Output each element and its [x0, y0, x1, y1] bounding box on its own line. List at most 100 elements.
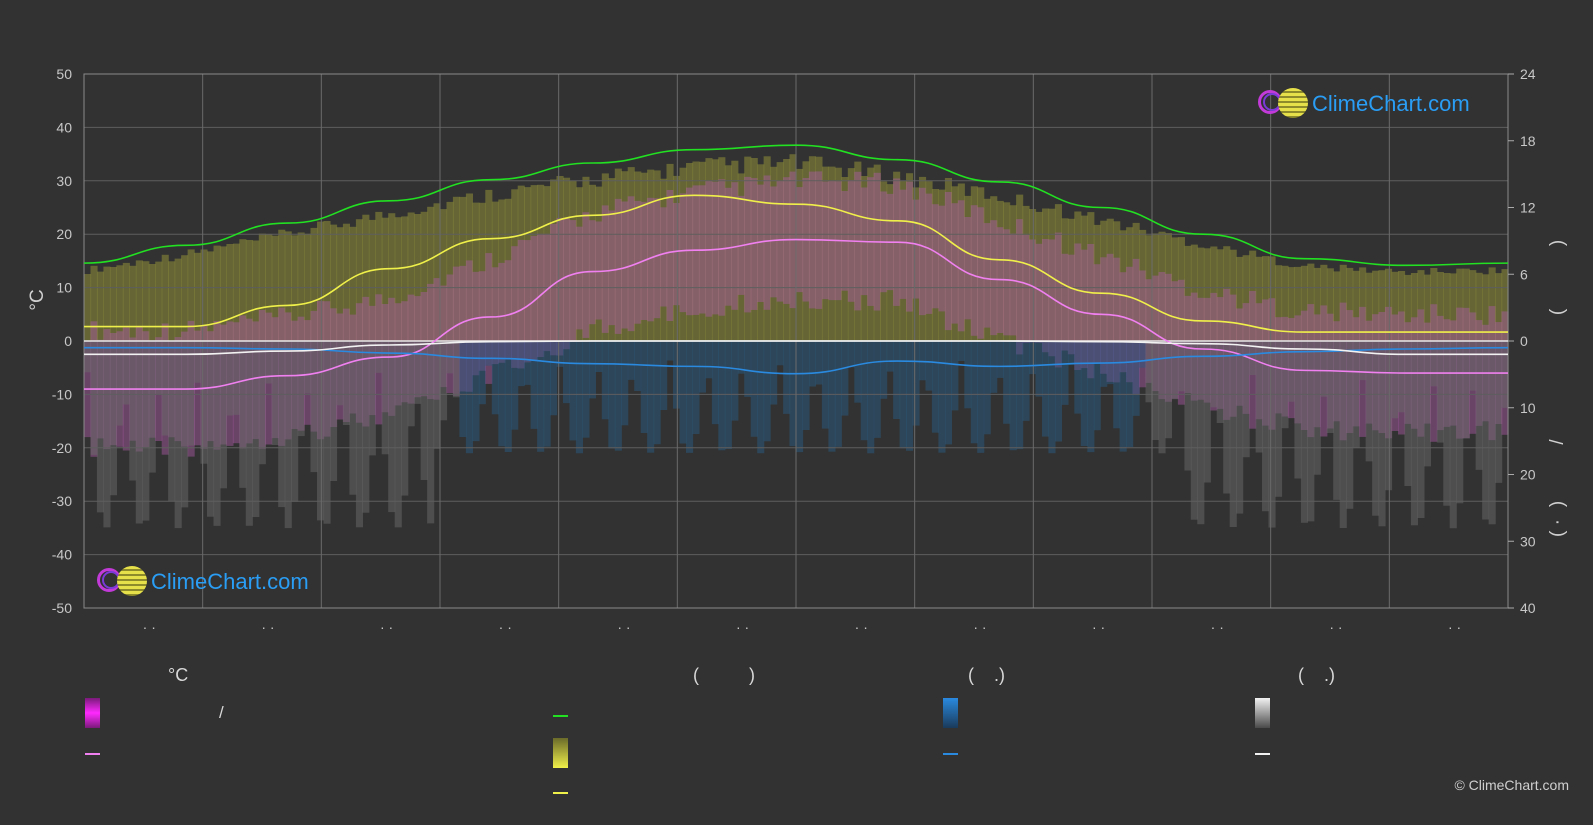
- precipitation-band-bar: [1145, 341, 1153, 403]
- precipitation-band-bar: [323, 341, 331, 524]
- temperature-band-bar: [478, 271, 486, 371]
- daylight-band-bar: [828, 166, 836, 341]
- temperature-band-bar: [899, 189, 907, 299]
- daylight-band-bar: [278, 229, 286, 341]
- climechart-logo-top[interactable]: ClimeChart.com: [1258, 88, 1470, 120]
- precipitation-band-bar: [763, 341, 771, 442]
- precipitation-band-bar: [640, 341, 648, 433]
- precipitation-band-bar: [1462, 341, 1470, 439]
- precipitation-band-bar: [1242, 341, 1250, 458]
- temperature-band-bar: [1132, 258, 1140, 395]
- daylight-band-bar: [90, 265, 98, 341]
- daylight-band-bar: [1326, 268, 1334, 341]
- precipitation-band-bar: [1333, 341, 1341, 500]
- daylight-band-bar: [1229, 249, 1237, 341]
- precipitation-band-bar: [440, 341, 448, 421]
- daylight-band-bar: [990, 196, 998, 341]
- right-axis-tick-label: 12: [1520, 200, 1536, 216]
- precipitation-band-bar: [588, 341, 596, 399]
- daylight-band-bar: [724, 165, 732, 341]
- temperature-band-bar: [673, 203, 681, 306]
- legend-swatch-rain: [943, 698, 958, 728]
- temperature-band-bar: [1145, 279, 1153, 383]
- temperature-band-bar: [925, 193, 933, 314]
- precipitation-band-bar: [1307, 341, 1315, 522]
- temperature-band-bar: [194, 330, 202, 446]
- precipitation-band-bar: [1203, 341, 1211, 483]
- precipitation-band-bar: [543, 341, 551, 447]
- precipitation-band-bar: [1003, 341, 1011, 424]
- precipitation-band-bar: [491, 341, 499, 415]
- precipitation-band-bar: [1016, 341, 1024, 450]
- temperature-band-bar: [485, 253, 493, 384]
- daylight-band-bar: [239, 239, 247, 341]
- precipitation-band-bar: [556, 341, 564, 367]
- legend-swatch-snow-mean: [1255, 753, 1270, 755]
- daylight-band-bar: [394, 217, 402, 341]
- precipitation-band-bar: [634, 341, 642, 391]
- precipitation-band-bar: [1042, 341, 1050, 437]
- daylight-band-bar: [750, 158, 758, 341]
- temperature-band-bar: [660, 207, 668, 307]
- precipitation-band-bar: [213, 341, 221, 526]
- daylight-band-bar: [1171, 237, 1179, 341]
- daylight-band-bar: [401, 216, 409, 341]
- daylight-band-bar: [834, 167, 842, 341]
- precipitation-band-bar: [828, 341, 836, 452]
- daylight-band-bar: [1106, 218, 1114, 341]
- left-axis-tick-label: -50: [52, 600, 72, 616]
- daylight-band-bar: [1184, 245, 1192, 341]
- daylight-band-bar: [1313, 267, 1321, 341]
- daylight-band-bar: [970, 186, 978, 341]
- precipitation-band-bar: [1197, 341, 1205, 525]
- daylight-band-bar: [96, 271, 104, 341]
- precipitation-band-bar: [1216, 341, 1224, 423]
- precipitation-band-bar: [297, 341, 305, 437]
- daylight-band-bar: [1294, 266, 1302, 341]
- precipitation-band-bar: [757, 341, 765, 454]
- precipitation-band-bar: [1469, 341, 1477, 391]
- precipitation-band-bar: [168, 341, 176, 502]
- daylight-band-bar: [1003, 202, 1011, 341]
- daylight-band-bar: [893, 171, 901, 341]
- daylight-band-bar: [459, 196, 467, 341]
- precipitation-band-bar: [1430, 341, 1438, 387]
- right-axis-tick-label: 40: [1520, 600, 1536, 616]
- daylight-band-bar: [1197, 247, 1205, 341]
- precipitation-band-bar: [1061, 341, 1069, 405]
- daylight-band-bar: [355, 219, 363, 341]
- x-axis-tick-label: · ·: [1211, 619, 1224, 635]
- temperature-band-bar: [776, 181, 784, 302]
- daylight-band-bar: [1378, 270, 1386, 341]
- precipitation-band-bar: [349, 341, 357, 495]
- precipitation-band-bar: [970, 341, 978, 444]
- temperature-band-bar: [679, 193, 687, 313]
- temperature-band-bar: [517, 239, 525, 369]
- precipitation-band-bar: [886, 341, 894, 372]
- legend-head-rain: ( .): [968, 665, 1005, 685]
- precipitation-band-bar: [511, 341, 519, 430]
- daylight-band-bar: [1054, 204, 1062, 341]
- precipitation-band-bar: [148, 341, 156, 473]
- daylight-band-bar: [582, 176, 590, 341]
- daylight-band-bar: [1501, 269, 1509, 341]
- x-axis-tick-label: · ·: [736, 619, 749, 635]
- temperature-band-bar: [465, 260, 473, 392]
- daylight-band-bar: [634, 171, 642, 341]
- precipitation-band-bar: [226, 341, 234, 416]
- precipitation-band-bar: [1067, 341, 1075, 365]
- daylight-band-bar: [1281, 265, 1289, 341]
- legend-swatch-daylight: [553, 715, 568, 717]
- temperature-band-bar: [1126, 266, 1134, 383]
- daylight-band-bar: [1061, 218, 1069, 341]
- temperature-band-bar: [1106, 253, 1114, 382]
- precipitation-band-bar: [750, 341, 758, 437]
- daylight-band-bar: [957, 183, 965, 341]
- daylight-band-bar: [899, 180, 907, 341]
- precipitation-band-bar: [433, 341, 441, 449]
- climechart-logo-bottom[interactable]: ClimeChart.com: [97, 566, 309, 598]
- precipitation-band-bar: [1287, 341, 1295, 402]
- left-axis-tick-label: -20: [52, 440, 72, 456]
- daylight-band-bar: [983, 198, 991, 341]
- temperature-band-bar: [1035, 243, 1043, 343]
